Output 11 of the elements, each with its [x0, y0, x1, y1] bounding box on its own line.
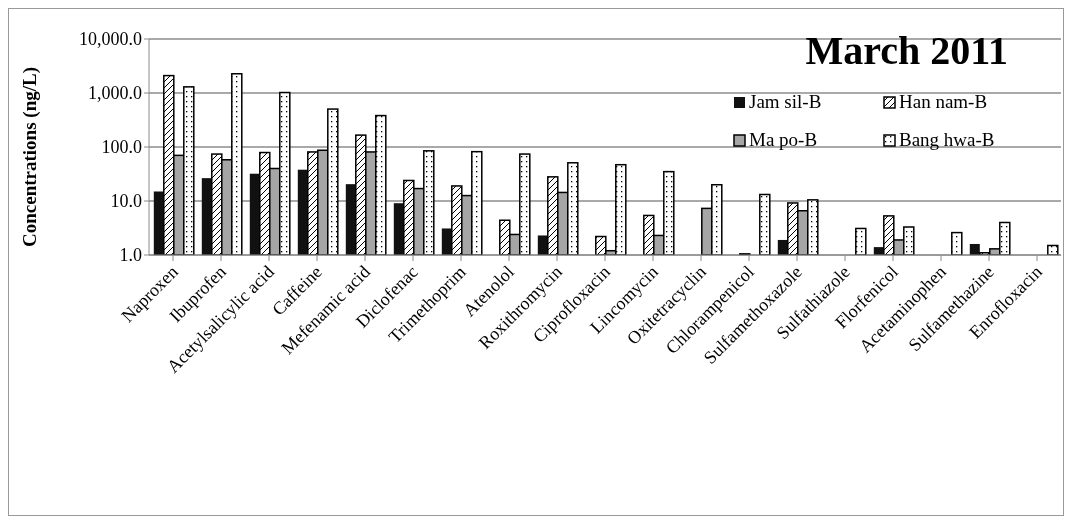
legend-label: Jam sil-B: [748, 91, 823, 113]
y-tick-label: 1.0: [119, 245, 142, 266]
legend-label: Bang hwa-B: [898, 129, 996, 151]
legend-label: Han nam-B: [898, 91, 989, 113]
y-tick-label: 10.0: [110, 191, 142, 212]
y-tick-label: 1,000.0: [88, 83, 142, 104]
legend-label: Ma po-B: [748, 129, 819, 151]
y-tick-label: 10,000.0: [79, 29, 142, 50]
y-tick-label: 100.0: [101, 137, 142, 158]
y-axis-title: Concentrations (ng/L): [18, 67, 41, 247]
chart-title: March 2011: [805, 27, 1008, 74]
